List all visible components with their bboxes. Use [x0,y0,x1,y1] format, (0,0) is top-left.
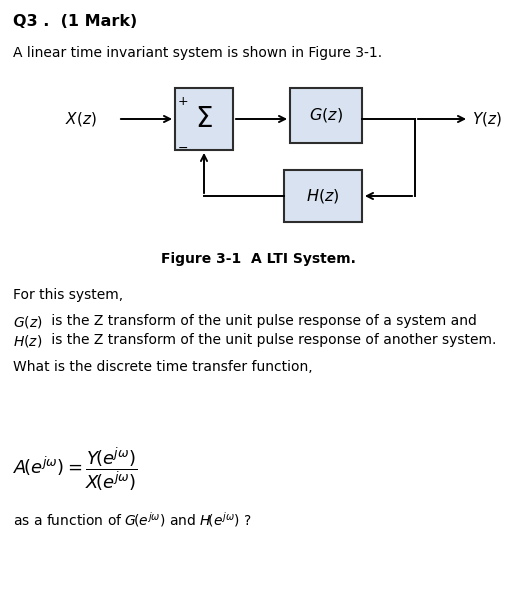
Text: is the Z transform of the unit pulse response of another system.: is the Z transform of the unit pulse res… [47,333,496,347]
Text: For this system,: For this system, [13,288,123,302]
Bar [175,88,233,150]
Text: $G(z)$: $G(z)$ [309,106,343,124]
Bar [290,88,362,143]
Text: Figure 3-1  A LTI System.: Figure 3-1 A LTI System. [161,252,356,266]
Text: Q3 .  (1 Mark): Q3 . (1 Mark) [13,14,137,29]
Text: −: − [178,142,189,155]
Text: +: + [178,95,189,108]
Text: $H(z)$: $H(z)$ [13,333,42,349]
Text: $Y(z)$: $Y(z)$ [472,110,502,128]
Text: A linear time invariant system is shown in Figure 3-1.: A linear time invariant system is shown … [13,46,382,60]
Text: $X(z)$: $X(z)$ [65,110,97,128]
Text: is the Z transform of the unit pulse response of a system and: is the Z transform of the unit pulse res… [47,314,477,328]
Text: $H(z)$: $H(z)$ [306,187,340,205]
Text: $A\!\left(e^{j\omega}\right)=\dfrac{Y\!\left(e^{j\omega}\right)}{X\!\left(e^{j\o: $A\!\left(e^{j\omega}\right)=\dfrac{Y\!\… [13,445,138,493]
Text: as a function of $G\!\left(e^{j\omega}\right)$ and $H\!\left(e^{j\omega}\right)$: as a function of $G\!\left(e^{j\omega}\r… [13,510,252,529]
Bar [284,170,362,222]
Text: $\Sigma$: $\Sigma$ [195,105,213,133]
Text: What is the discrete time transfer function,: What is the discrete time transfer funct… [13,360,313,374]
Text: $G(z)$: $G(z)$ [13,314,42,330]
